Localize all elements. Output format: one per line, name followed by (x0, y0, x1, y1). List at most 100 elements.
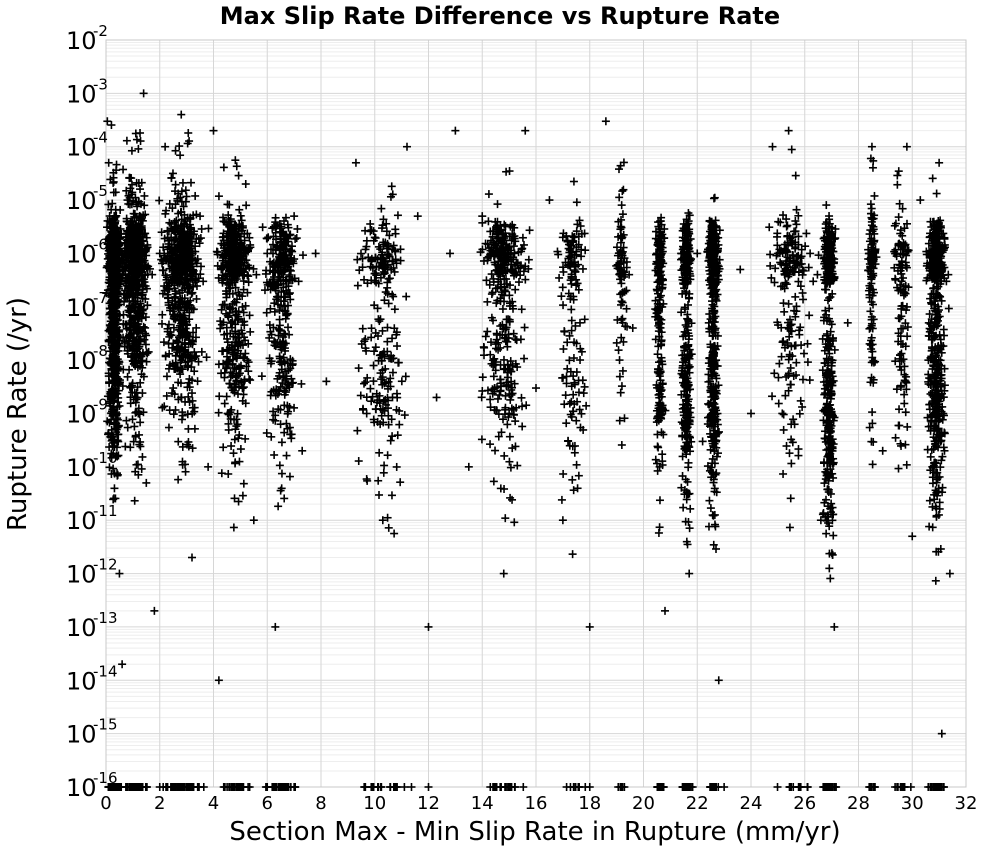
data-point (478, 212, 487, 221)
data-point (374, 476, 383, 485)
data-point (945, 569, 954, 578)
data-point (241, 180, 250, 189)
data-point (123, 372, 132, 381)
data-point (220, 399, 229, 408)
data-point (122, 136, 131, 145)
data-point (383, 451, 392, 460)
data-point (284, 323, 293, 332)
data-point (351, 158, 360, 167)
data-point (214, 192, 223, 201)
data-point (578, 264, 587, 273)
data-point (196, 212, 205, 221)
data-point (396, 478, 405, 487)
data-point (232, 162, 241, 171)
data-point (653, 442, 662, 451)
data-point (616, 388, 625, 397)
data-point (155, 196, 164, 205)
data-point (366, 384, 375, 393)
data-point (362, 393, 371, 402)
data-point (578, 376, 587, 385)
data-point (353, 281, 362, 290)
data-point (768, 142, 777, 151)
data-point (937, 729, 946, 738)
data-point (558, 516, 567, 525)
data-point (244, 278, 253, 287)
data-point (651, 455, 660, 464)
data-point (693, 249, 702, 258)
data-point (356, 391, 365, 400)
data-point (617, 440, 626, 449)
data-point (403, 142, 411, 151)
data-point (298, 251, 307, 260)
data-point (714, 676, 723, 685)
data-point (267, 432, 276, 441)
data-point (480, 343, 489, 352)
data-point (171, 146, 180, 155)
data-point (501, 391, 510, 400)
data-point (191, 191, 200, 200)
data-point (916, 196, 925, 205)
data-point (658, 450, 667, 459)
data-point (359, 404, 368, 413)
data-point (557, 292, 566, 301)
data-point (291, 783, 300, 791)
data-point (184, 442, 193, 451)
data-point (806, 249, 815, 258)
data-point (192, 294, 201, 303)
data-point (559, 301, 568, 310)
data-point (188, 553, 196, 562)
data-point (830, 622, 839, 631)
data-point (174, 475, 183, 484)
data-point (572, 416, 581, 425)
data-point (139, 89, 148, 98)
data-point (231, 459, 240, 468)
data-point (103, 117, 112, 126)
data-point (617, 382, 626, 391)
data-point (164, 423, 173, 432)
data-point (234, 171, 243, 180)
data-point (747, 409, 755, 418)
data-point (561, 391, 570, 400)
data-point (375, 490, 384, 499)
data-point (499, 569, 508, 578)
data-points (102, 89, 954, 791)
data-point (493, 200, 502, 209)
data-point (710, 520, 719, 529)
data-point (370, 347, 379, 356)
data-point (655, 496, 664, 505)
data-point (138, 452, 147, 461)
data-point (867, 142, 876, 151)
data-point (520, 323, 529, 332)
data-point (280, 494, 289, 503)
data-point (136, 442, 145, 451)
data-point (580, 382, 589, 391)
data-point (104, 200, 113, 209)
data-point (784, 126, 793, 135)
data-point (568, 550, 577, 559)
data-point (182, 192, 191, 201)
data-point (236, 211, 245, 220)
data-point (285, 472, 294, 481)
data-point (400, 783, 409, 791)
data-point (311, 249, 320, 258)
data-point (162, 372, 171, 381)
data-point (258, 223, 267, 232)
data-point (171, 180, 180, 189)
data-point (393, 431, 402, 440)
data-point (219, 443, 228, 452)
data-point (190, 424, 199, 433)
data-point (519, 783, 528, 791)
data-point (505, 432, 514, 441)
data-point (407, 783, 416, 791)
data-point (368, 783, 377, 791)
data-point (484, 190, 493, 199)
data-point (684, 458, 693, 467)
data-point (361, 783, 370, 791)
data-point (262, 428, 271, 437)
data-point (612, 338, 621, 347)
data-point (292, 234, 301, 243)
data-point (505, 457, 514, 466)
data-point (118, 660, 127, 669)
data-point (577, 409, 586, 418)
data-point (113, 415, 122, 424)
